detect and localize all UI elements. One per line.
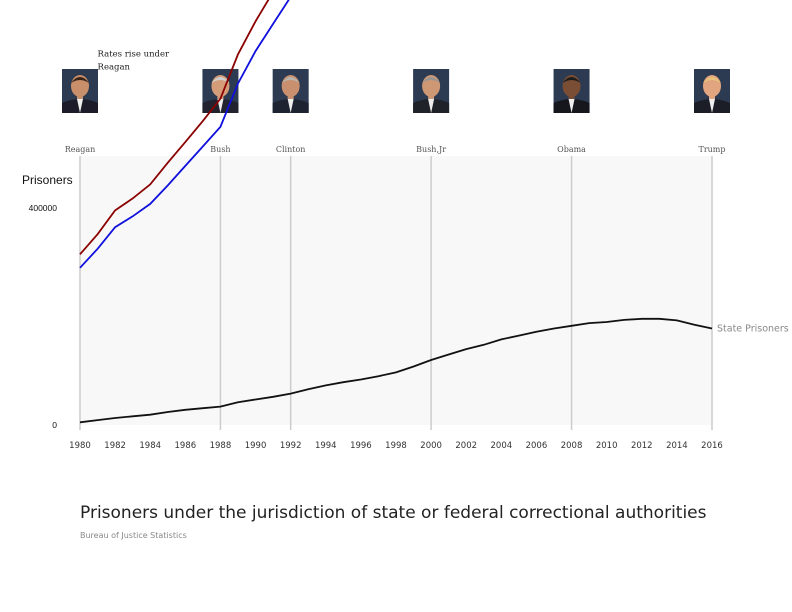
president-label: Reagan (65, 145, 96, 154)
x-axis-ticks: 1980 1982 1984 1986 1988 1990 1992 1994 1996 1998… (69, 441, 723, 451)
x-tick-label: 2016 (701, 441, 723, 451)
president-label: Bush (210, 145, 230, 154)
x-tick-label: 1988 (210, 441, 232, 451)
president-dividers (79, 156, 713, 430)
series-line-state-prisoners (79, 317, 713, 424)
x-tick-label: 2000 (420, 441, 442, 451)
y-axis-label: Prisoners (22, 173, 73, 187)
x-tick-label: 2012 (631, 441, 653, 451)
series-label: State Prisoners (717, 324, 789, 335)
plot-background (80, 156, 712, 425)
series-lines (79, 0, 713, 424)
x-tick-label: 1986 (175, 441, 197, 451)
portrait-obama-icon (553, 69, 590, 113)
president-portraits (62, 69, 730, 113)
x-tick-label: 1984 (139, 441, 161, 451)
y-tick-label: 400000 (29, 203, 58, 213)
y-axis-ticks: 040000080000012000001600000 (29, 203, 58, 430)
portrait-bush-icon (202, 69, 239, 113)
x-tick-label: 1998 (385, 441, 407, 451)
president-label: Clinton (276, 145, 306, 154)
x-tick-label: 2004 (491, 441, 513, 451)
portrait-bush-jr-icon (413, 69, 450, 113)
series-labels: Total PrisonersFederal PrisonersState Pr… (717, 324, 789, 335)
x-tick-label: 1980 (69, 441, 91, 451)
series-line-total-prisoners (79, 0, 270, 255)
president-labels: Reagan Bush Clinton Bush,Jr Obama Trump (65, 145, 726, 154)
annotations: Rates rise underReaganSharp increaseunde… (98, 49, 170, 72)
x-tick-label: 1990 (245, 441, 267, 451)
portrait-clinton-icon (272, 69, 309, 113)
x-tick-label: 2008 (561, 441, 583, 451)
portrait-reagan-icon (62, 69, 98, 113)
president-label: Bush,Jr (416, 145, 446, 154)
president-label: Obama (557, 145, 586, 154)
series-line-federal-prisoners (79, 0, 290, 269)
president-label: Trump (698, 145, 725, 154)
x-tick-label: 2010 (596, 441, 618, 451)
x-tick-label: 1982 (104, 441, 126, 451)
chart-title: Prisoners under the jurisdiction of stat… (80, 503, 707, 523)
x-tick-label: 1992 (280, 441, 302, 451)
x-tick-label: 1996 (350, 441, 372, 451)
x-tick-label: 1994 (315, 441, 337, 451)
y-tick-label: 0 (52, 420, 57, 430)
x-tick-label: 2014 (666, 441, 688, 451)
annotation: Rates rise under Reagan (98, 49, 170, 72)
x-tick-label: 2006 (526, 441, 548, 451)
x-tick-label: 2002 (455, 441, 477, 451)
portrait-trump-icon (694, 69, 730, 113)
chart-source: Bureau of Justice Statistics (80, 531, 187, 540)
